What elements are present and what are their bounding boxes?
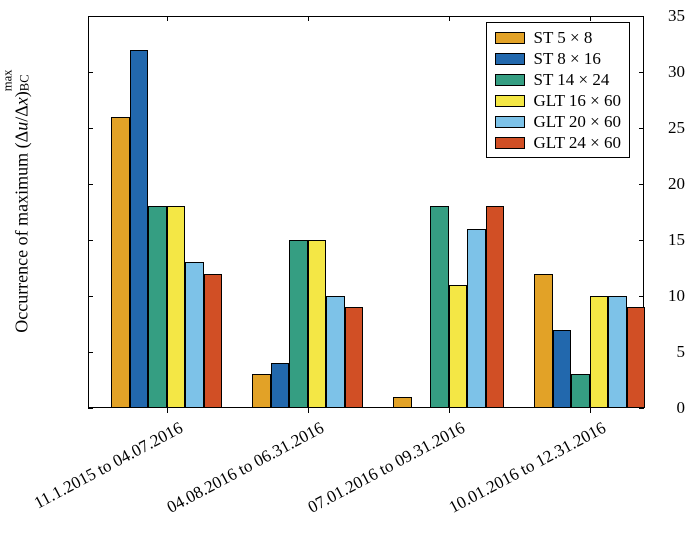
legend: ST 5 × 8ST 8 × 16ST 14 × 24GLT 16 × 60GL… bbox=[486, 22, 630, 158]
bar bbox=[534, 274, 553, 408]
legend-label: GLT 24 × 60 bbox=[533, 133, 621, 153]
legend-item: GLT 24 × 60 bbox=[495, 132, 621, 153]
bar bbox=[393, 397, 412, 408]
bar bbox=[271, 363, 290, 408]
x-tick-mark bbox=[590, 16, 591, 21]
legend-swatch bbox=[495, 137, 525, 149]
bar bbox=[608, 296, 627, 408]
legend-swatch bbox=[495, 95, 525, 107]
legend-item: GLT 20 × 60 bbox=[495, 111, 621, 132]
bar bbox=[345, 307, 364, 408]
x-tick-mark bbox=[308, 16, 309, 21]
bar bbox=[627, 307, 646, 408]
x-tick-mark bbox=[308, 408, 309, 413]
bar bbox=[467, 229, 486, 408]
bar bbox=[590, 296, 609, 408]
legend-item: GLT 16 × 60 bbox=[495, 90, 621, 111]
bar bbox=[553, 330, 572, 408]
legend-item: ST 5 × 8 bbox=[495, 27, 621, 48]
x-tick-mark bbox=[590, 408, 591, 413]
legend-label: GLT 20 × 60 bbox=[533, 112, 621, 132]
bar bbox=[449, 285, 468, 408]
legend-swatch bbox=[495, 74, 525, 86]
legend-label: ST 14 × 24 bbox=[533, 70, 609, 90]
bar bbox=[111, 117, 130, 408]
bar bbox=[252, 374, 271, 408]
y-axis-label: Occurrence of maximum (Δu/Δx)maxBC bbox=[12, 91, 33, 333]
bar bbox=[430, 206, 449, 408]
bar bbox=[167, 206, 186, 408]
bar bbox=[326, 296, 345, 408]
legend-item: ST 8 × 16 bbox=[495, 48, 621, 69]
legend-swatch bbox=[495, 32, 525, 44]
bar bbox=[289, 240, 308, 408]
bar bbox=[148, 206, 167, 408]
y-tick-mark bbox=[639, 408, 644, 409]
y-tick-mark bbox=[88, 408, 93, 409]
legend-label: ST 5 × 8 bbox=[533, 28, 592, 48]
bar-chart: Occurrence of maximum (Δu/Δx)maxBC 05101… bbox=[0, 0, 685, 545]
bar bbox=[185, 262, 204, 408]
legend-label: GLT 16 × 60 bbox=[533, 91, 621, 111]
bar bbox=[204, 274, 223, 408]
x-tick-mark bbox=[167, 408, 168, 413]
bar bbox=[571, 374, 590, 408]
bar bbox=[486, 206, 505, 408]
legend-item: ST 14 × 24 bbox=[495, 69, 621, 90]
x-tick-mark bbox=[449, 16, 450, 21]
legend-swatch bbox=[495, 116, 525, 128]
x-tick-mark bbox=[167, 16, 168, 21]
x-tick-mark bbox=[449, 408, 450, 413]
bar bbox=[130, 50, 149, 408]
bar bbox=[308, 240, 327, 408]
legend-swatch bbox=[495, 53, 525, 65]
legend-label: ST 8 × 16 bbox=[533, 49, 600, 69]
